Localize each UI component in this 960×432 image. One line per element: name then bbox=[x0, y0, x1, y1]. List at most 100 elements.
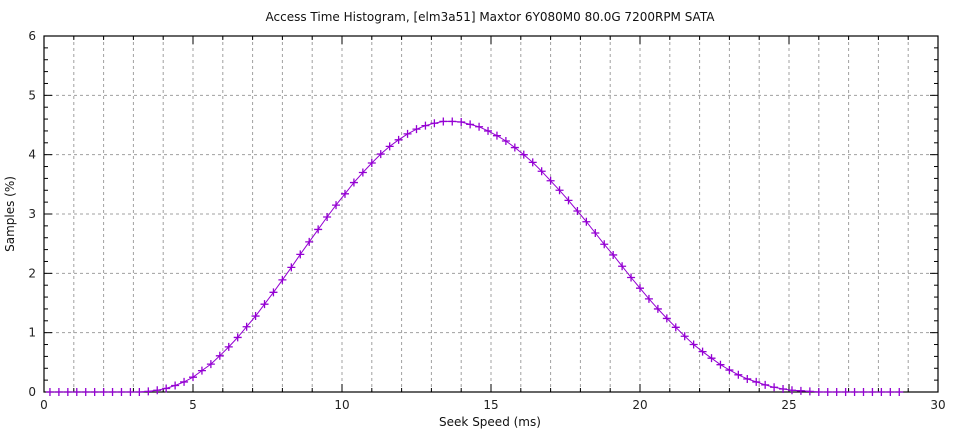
data-point bbox=[135, 388, 144, 396]
data-point bbox=[662, 314, 671, 323]
data-point bbox=[215, 351, 224, 360]
data-point bbox=[278, 275, 287, 284]
x-tick-label: 25 bbox=[781, 398, 796, 412]
data-point bbox=[814, 388, 823, 396]
data-point bbox=[296, 250, 305, 259]
data-point bbox=[260, 300, 269, 309]
data-point bbox=[734, 370, 743, 379]
data-point bbox=[510, 143, 519, 152]
x-tick-label: 30 bbox=[930, 398, 945, 412]
data-point bbox=[761, 380, 770, 389]
data-point bbox=[439, 117, 448, 126]
data-point bbox=[618, 262, 627, 271]
data-point bbox=[412, 125, 421, 134]
data-point bbox=[644, 294, 653, 303]
data-point bbox=[189, 373, 197, 382]
data-point bbox=[171, 381, 180, 390]
data-point bbox=[376, 150, 385, 159]
data-point bbox=[895, 388, 904, 396]
chart-title: Access Time Histogram, [elm3a51] Maxtor … bbox=[266, 10, 716, 24]
data-point bbox=[430, 119, 439, 128]
x-tick-label: 15 bbox=[483, 398, 498, 412]
data-point bbox=[528, 158, 537, 167]
x-tick-label: 0 bbox=[40, 398, 48, 412]
data-point bbox=[743, 374, 752, 383]
data-point bbox=[421, 121, 430, 130]
data-point bbox=[126, 388, 135, 396]
x-tick-label: 10 bbox=[334, 398, 349, 412]
data-point bbox=[537, 167, 546, 176]
data-point bbox=[707, 354, 716, 363]
y-tick-label: 1 bbox=[28, 326, 36, 340]
data-point bbox=[787, 386, 796, 395]
data-point bbox=[269, 288, 278, 297]
data-point bbox=[770, 383, 779, 392]
data-point bbox=[81, 388, 90, 396]
axes bbox=[43, 35, 939, 393]
data-point bbox=[868, 388, 877, 396]
data-point bbox=[63, 388, 72, 396]
data-point bbox=[180, 377, 189, 386]
data-point bbox=[698, 347, 707, 356]
data-point bbox=[582, 217, 591, 226]
data-point bbox=[224, 342, 233, 351]
x-tick-label: 5 bbox=[189, 398, 197, 412]
y-tick-label: 3 bbox=[28, 207, 36, 221]
data-point bbox=[859, 388, 868, 396]
y-tick-label: 5 bbox=[28, 88, 36, 102]
data-point bbox=[725, 366, 734, 375]
data-point bbox=[564, 196, 573, 205]
data-point bbox=[475, 122, 484, 131]
data-point bbox=[832, 388, 841, 396]
data-point bbox=[394, 135, 403, 144]
data-point bbox=[242, 322, 251, 331]
data-point bbox=[484, 126, 493, 135]
data-point bbox=[367, 158, 376, 167]
data-point bbox=[403, 129, 412, 138]
data-point bbox=[627, 273, 636, 282]
data-point bbox=[680, 332, 689, 341]
data-point bbox=[305, 237, 314, 246]
data-point bbox=[90, 388, 99, 396]
data-point bbox=[671, 323, 680, 332]
data-point bbox=[233, 333, 242, 342]
data-point bbox=[323, 212, 332, 221]
data-point bbox=[519, 150, 528, 159]
data-point bbox=[457, 118, 466, 127]
data-point bbox=[501, 137, 510, 146]
data-point bbox=[805, 387, 814, 396]
x-tick-labels: 0 5 10 15 20 25 30 bbox=[40, 398, 945, 412]
series bbox=[45, 117, 904, 396]
data-point bbox=[466, 120, 475, 129]
data-point bbox=[796, 386, 805, 395]
data-point bbox=[314, 225, 323, 234]
y-tick-label: 2 bbox=[28, 266, 36, 280]
y-axis-label: Samples (%) bbox=[3, 176, 17, 252]
data-point bbox=[99, 388, 108, 396]
data-point bbox=[197, 366, 206, 375]
series-line bbox=[50, 120, 900, 393]
data-point bbox=[162, 384, 171, 393]
data-point bbox=[287, 263, 296, 272]
data-point bbox=[573, 207, 582, 216]
data-point bbox=[358, 168, 367, 177]
data-point bbox=[752, 377, 761, 386]
data-point bbox=[716, 360, 725, 369]
data-point bbox=[877, 388, 886, 396]
y-tick-labels: 0 1 2 3 4 5 6 bbox=[28, 29, 36, 399]
y-tick-label: 0 bbox=[28, 385, 36, 399]
data-point bbox=[823, 388, 832, 396]
y-tick-label: 6 bbox=[28, 29, 36, 43]
data-point bbox=[144, 387, 153, 396]
data-point bbox=[653, 304, 662, 313]
data-point bbox=[689, 340, 698, 349]
data-point bbox=[340, 189, 349, 198]
data-point bbox=[117, 388, 126, 396]
data-point bbox=[251, 312, 260, 321]
data-point bbox=[555, 186, 564, 195]
data-point bbox=[546, 176, 555, 185]
data-point bbox=[385, 142, 394, 151]
x-axis-label: Seek Speed (ms) bbox=[439, 415, 541, 429]
data-point bbox=[45, 388, 54, 396]
